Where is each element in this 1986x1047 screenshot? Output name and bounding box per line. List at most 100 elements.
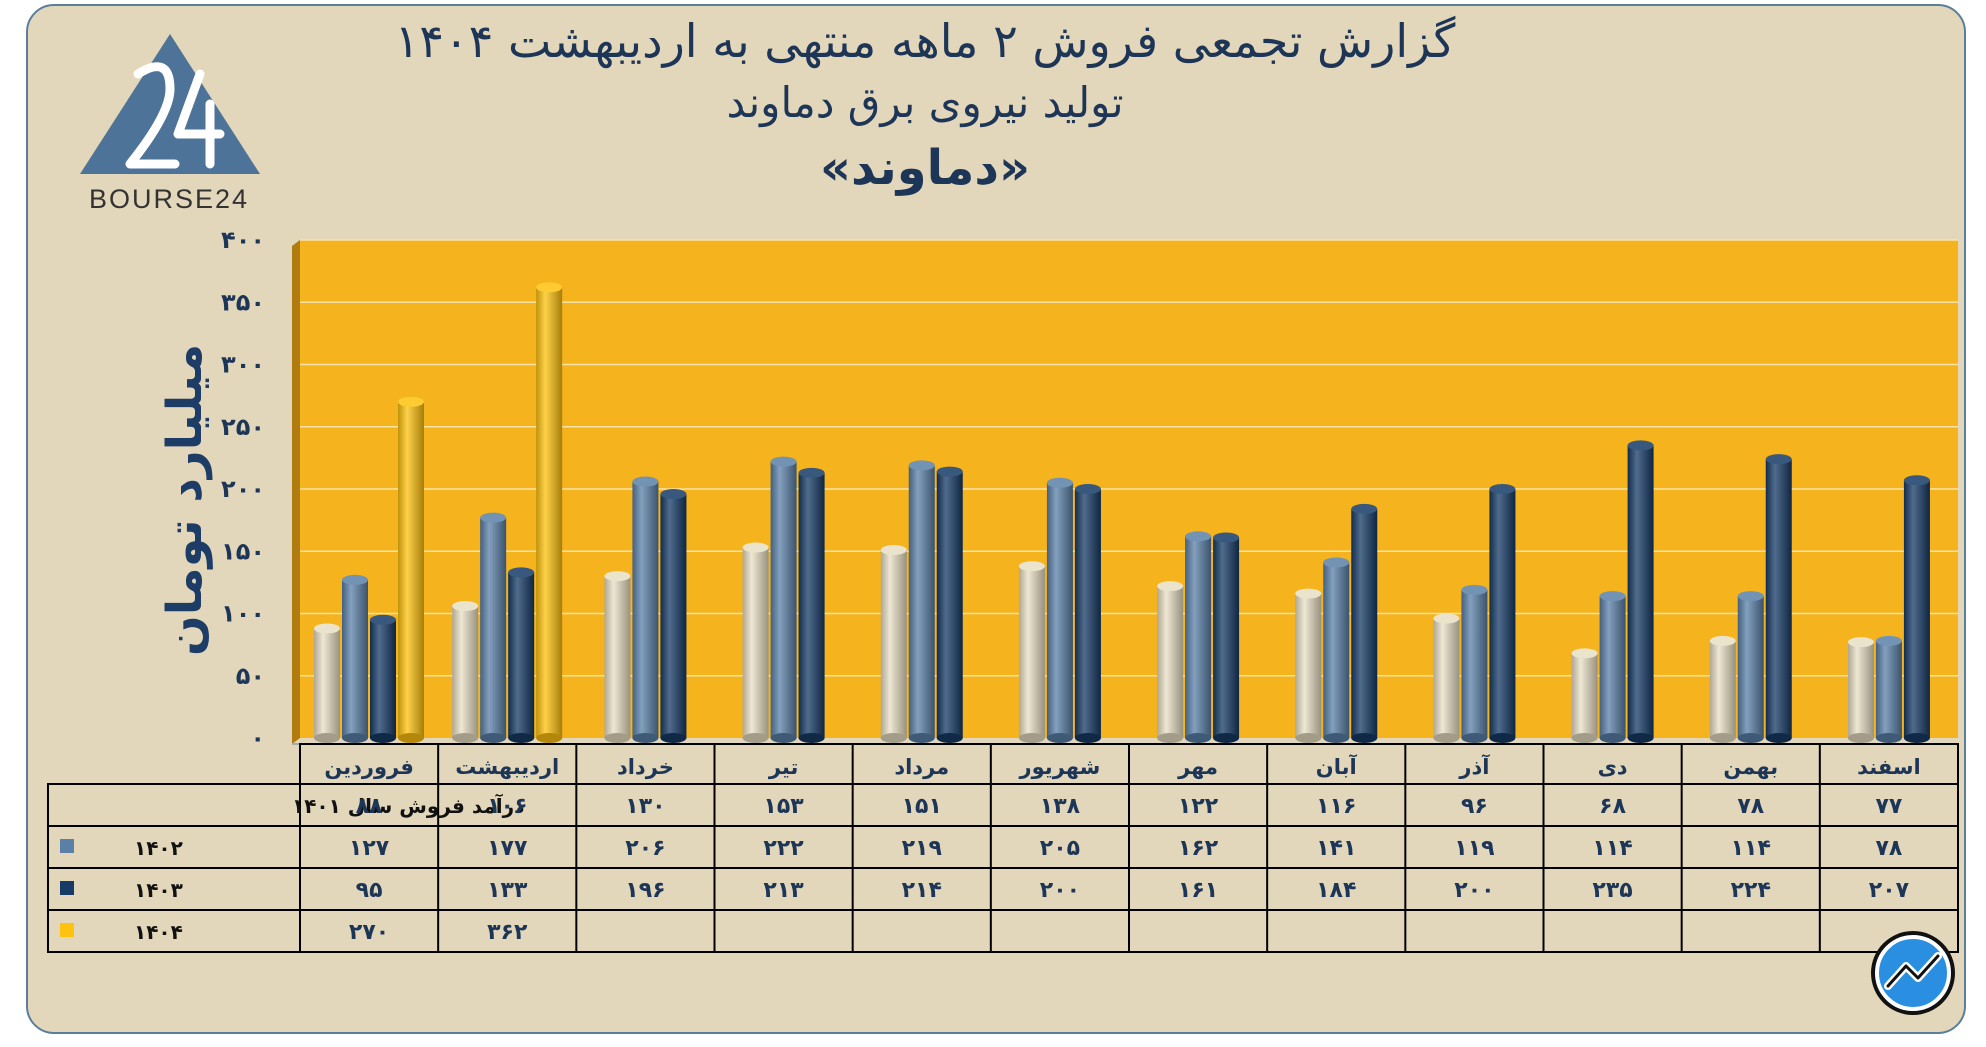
table-data-label: ۱۳۸: [1040, 794, 1081, 819]
bar: [1599, 596, 1626, 738]
bar: [798, 472, 825, 738]
bar-top: [1351, 503, 1378, 514]
bar-top: [1074, 484, 1101, 494]
table-data-label: ۲۲۲: [763, 836, 804, 861]
bar-base: [880, 733, 907, 743]
x-category-label: مرداد: [894, 755, 949, 779]
x-category-label: بهمن: [1723, 755, 1778, 779]
table-data-label: ۲۷۰: [349, 920, 389, 945]
bar-top: [314, 623, 340, 634]
x-category-label: مهر: [1177, 755, 1218, 779]
bar: [508, 572, 535, 738]
table-data-label: ۲۰۷: [1869, 878, 1910, 903]
bar: [536, 287, 563, 738]
bar: [452, 606, 479, 738]
bar: [342, 579, 368, 738]
bar-base: [1295, 733, 1322, 743]
table-data-label: ۲۱۹: [902, 836, 942, 861]
bar: [1737, 596, 1764, 738]
bar-top: [1461, 584, 1488, 595]
bar: [1185, 536, 1212, 738]
bar-base: [1185, 733, 1212, 743]
bar-top: [632, 476, 659, 487]
x-category-label: تیر: [768, 755, 799, 779]
bar-base: [1351, 733, 1378, 743]
table-data-label: ۷۸: [1875, 836, 1902, 861]
bar-top: [1627, 440, 1654, 451]
bar-base: [1571, 733, 1598, 743]
bar-base: [314, 733, 340, 743]
bar-base: [908, 733, 935, 743]
bar: [480, 517, 507, 738]
bar-base: [1903, 733, 1930, 743]
chart-subtitle: تولید نیروی برق دماوند: [726, 78, 1124, 127]
y-tick-label: ۱۵۰: [221, 537, 265, 565]
bar: [1571, 653, 1598, 738]
y-tick-label: ۳۰۰: [221, 351, 265, 379]
bar-top: [1157, 581, 1184, 592]
bar-base: [370, 733, 396, 743]
company-symbol: «دماوند»: [820, 140, 1030, 196]
legend-swatch: [60, 923, 74, 937]
bar: [1875, 640, 1902, 738]
table-data-label: ۶۸: [1599, 794, 1626, 819]
table-data-label: ۱۹۶: [625, 878, 665, 903]
bar: [1157, 586, 1184, 738]
bar-top: [398, 396, 424, 407]
table-data-label: ۱۳۳: [487, 878, 528, 903]
bar-top: [908, 460, 935, 471]
chart-title: گزارش تجمعی فروش ۲ ماهه منتهی به اردیبهش…: [394, 14, 1456, 68]
bar-base: [1737, 733, 1764, 743]
bar: [1461, 589, 1488, 738]
table-data-label: ۱۷۷: [487, 836, 528, 861]
bar-top: [480, 512, 507, 523]
bar-base: [604, 733, 631, 743]
bar-base: [536, 733, 563, 743]
bar-top: [604, 571, 631, 582]
bar: [632, 481, 659, 738]
bar-top: [1847, 637, 1874, 648]
table-data-label: ۱۱۶: [1316, 794, 1356, 819]
bar-top: [770, 456, 797, 467]
logo-digit-4: [173, 69, 225, 169]
bar-base: [742, 733, 769, 743]
table-data-label: ۱۸۴: [1316, 878, 1356, 903]
bar-base: [1018, 733, 1045, 743]
table-data-label: ۱۵۳: [763, 794, 804, 819]
bar: [1627, 445, 1654, 738]
bar-top: [1433, 613, 1460, 624]
bar-base: [770, 733, 797, 743]
x-category-label: دی: [1598, 755, 1628, 779]
bar-top: [1709, 635, 1736, 646]
x-category-label: خرداد: [617, 755, 674, 779]
bar: [1765, 459, 1792, 738]
bar-base: [1213, 733, 1240, 743]
bar: [908, 465, 935, 738]
bar-top: [880, 545, 907, 556]
bar: [1489, 489, 1516, 738]
table-data-label: ۲۲۴: [1731, 878, 1771, 903]
bar-top: [452, 601, 479, 612]
bar-base: [342, 733, 368, 743]
bar: [1323, 562, 1350, 738]
plot-side-wall: [292, 240, 300, 744]
bar-base: [1847, 733, 1874, 743]
bar-base: [798, 733, 825, 743]
bar: [742, 547, 769, 738]
logo-text: BOURSE24: [88, 184, 250, 214]
bar-top: [1571, 648, 1598, 659]
bar: [1433, 618, 1460, 738]
bar: [314, 628, 340, 738]
table-data-label: ۷۸: [1737, 794, 1764, 819]
bar-top: [1737, 591, 1764, 602]
bar-base: [1875, 733, 1902, 743]
y-tick-label: ۱۰۰: [221, 600, 265, 628]
table-data-label: ۲۰۰: [1454, 878, 1494, 903]
bar-top: [1018, 561, 1045, 572]
table-data-label: ۲۰۶: [625, 836, 665, 861]
table-data-label: ۳۶۲: [487, 920, 528, 945]
bar: [1903, 480, 1930, 738]
bar-top: [508, 567, 535, 578]
bar: [1351, 508, 1378, 738]
table-data-label: ۱۲۲: [1178, 794, 1219, 819]
